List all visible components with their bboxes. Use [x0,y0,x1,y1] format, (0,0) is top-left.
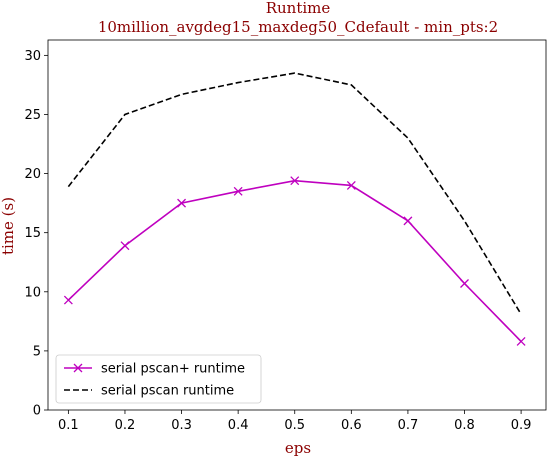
legend-box [55,354,262,404]
legend-marker [73,363,83,373]
y-tick-label: 30 [24,49,41,64]
data-point [403,216,413,226]
x-tick-label: 0.6 [341,418,362,433]
y-tick-label: 5 [33,344,41,359]
x-tick-label: 0.3 [171,418,192,433]
y-tick-label: 20 [24,167,41,182]
chart-subtitle: 10million_avgdeg15_maxdeg50_Cdefault - m… [98,18,498,36]
legend: serial pscan+ runtime serial pscan runtim… [55,354,262,404]
x-tick-label: 0.4 [228,418,249,433]
y-tick-label: 15 [24,226,41,241]
x-tick-label: 0.2 [115,418,136,433]
y-tick-label: 25 [24,108,41,123]
x-tick-label: 0.8 [454,418,475,433]
series-1 [63,176,526,346]
chart-title: Runtime [266,0,331,17]
data-point [177,198,187,208]
y-tick-label: 0 [33,404,41,419]
data-point [120,241,130,251]
y-axis-label: time (s) [0,197,17,255]
legend-label: serial pscan+ runtime [101,362,245,377]
data-point [233,186,243,196]
plot-area [47,39,547,411]
x-axis-label: eps [285,439,311,456]
x-tick-label: 0.7 [398,418,419,433]
series-2 [67,72,522,315]
legend-label: serial pscan runtime [101,384,234,399]
data-point [516,336,526,346]
y-axis-ticks: 0 5 10 15 20 25 30 [24,49,48,419]
data-point [346,180,356,190]
x-tick-label: 0.5 [284,418,305,433]
series-line [67,72,522,315]
x-tick-label: 0.1 [58,418,79,433]
data-point [460,279,469,288]
y-tick-label: 10 [24,285,41,300]
data-point [290,176,300,186]
x-axis-ticks: 0.1 0.2 0.3 0.4 0.5 0.6 0.7 0.8 0.9 [58,410,531,433]
data-point [63,295,73,305]
x-tick-label: 0.9 [511,418,532,433]
axes-frame [47,39,547,411]
series-layer [63,72,526,346]
